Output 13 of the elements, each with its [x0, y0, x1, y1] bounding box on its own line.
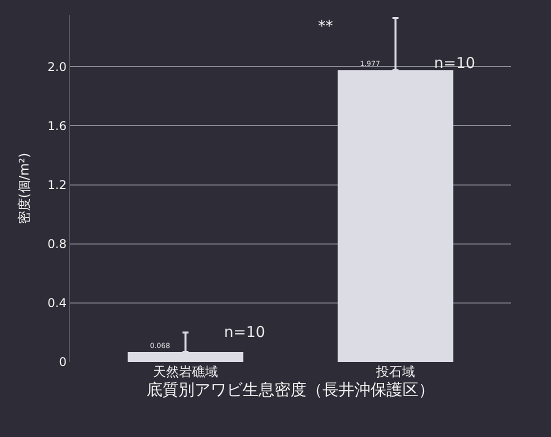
x-tick-label: 天然岩礁域 — [153, 365, 218, 380]
annotation: n=10 — [224, 323, 266, 341]
y-axis-title: 密度(個/m²) — [16, 152, 32, 224]
x-tick-label: 投石域 — [375, 365, 415, 380]
annotation: n=10 — [434, 54, 476, 72]
y-tick-label: 2.0 — [48, 60, 67, 74]
y-tick-label: 0.8 — [48, 237, 67, 252]
x-axis-title: 底質別アワビ生息密度（長井沖保護区） — [146, 380, 434, 399]
y-tick-label: 1.6 — [48, 118, 67, 133]
y-tick-label: 1.2 — [48, 178, 67, 192]
annotation: ** — [318, 17, 334, 35]
y-tick-label: 0 — [58, 355, 67, 370]
y-tick-label: 0.4 — [48, 296, 67, 310]
